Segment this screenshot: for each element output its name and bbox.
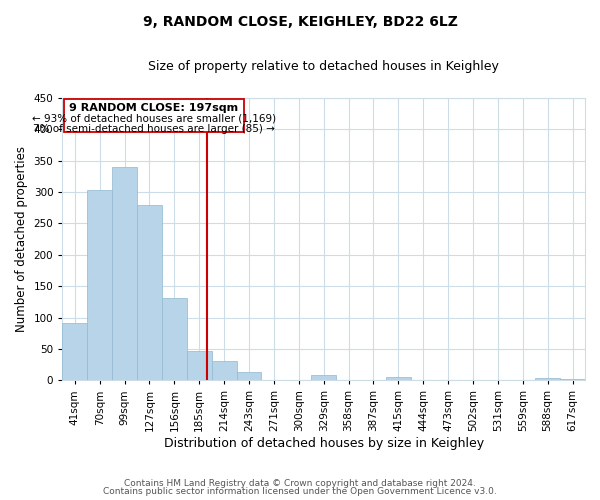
Bar — [62, 322, 87, 380]
Text: 9, RANDOM CLOSE, KEIGHLEY, BD22 6LZ: 9, RANDOM CLOSE, KEIGHLEY, BD22 6LZ — [143, 15, 457, 29]
Bar — [386, 377, 411, 380]
Bar — [212, 362, 236, 380]
X-axis label: Distribution of detached houses by size in Keighley: Distribution of detached houses by size … — [164, 437, 484, 450]
Text: Contains HM Land Registry data © Crown copyright and database right 2024.: Contains HM Land Registry data © Crown c… — [124, 478, 476, 488]
Bar — [87, 190, 112, 380]
FancyBboxPatch shape — [64, 99, 244, 132]
Text: 9 RANDOM CLOSE: 197sqm: 9 RANDOM CLOSE: 197sqm — [69, 104, 238, 114]
Bar — [535, 378, 560, 380]
Text: ← 93% of detached houses are smaller (1,169): ← 93% of detached houses are smaller (1,… — [32, 114, 276, 124]
Bar — [187, 351, 212, 380]
Text: Contains public sector information licensed under the Open Government Licence v3: Contains public sector information licen… — [103, 487, 497, 496]
Bar — [112, 167, 137, 380]
Bar — [560, 379, 585, 380]
Bar — [311, 376, 336, 380]
Bar — [162, 298, 187, 380]
Title: Size of property relative to detached houses in Keighley: Size of property relative to detached ho… — [148, 60, 499, 73]
Bar — [236, 372, 262, 380]
Y-axis label: Number of detached properties: Number of detached properties — [15, 146, 28, 332]
Text: 7% of semi-detached houses are larger (85) →: 7% of semi-detached houses are larger (8… — [33, 124, 275, 134]
Bar — [137, 205, 162, 380]
